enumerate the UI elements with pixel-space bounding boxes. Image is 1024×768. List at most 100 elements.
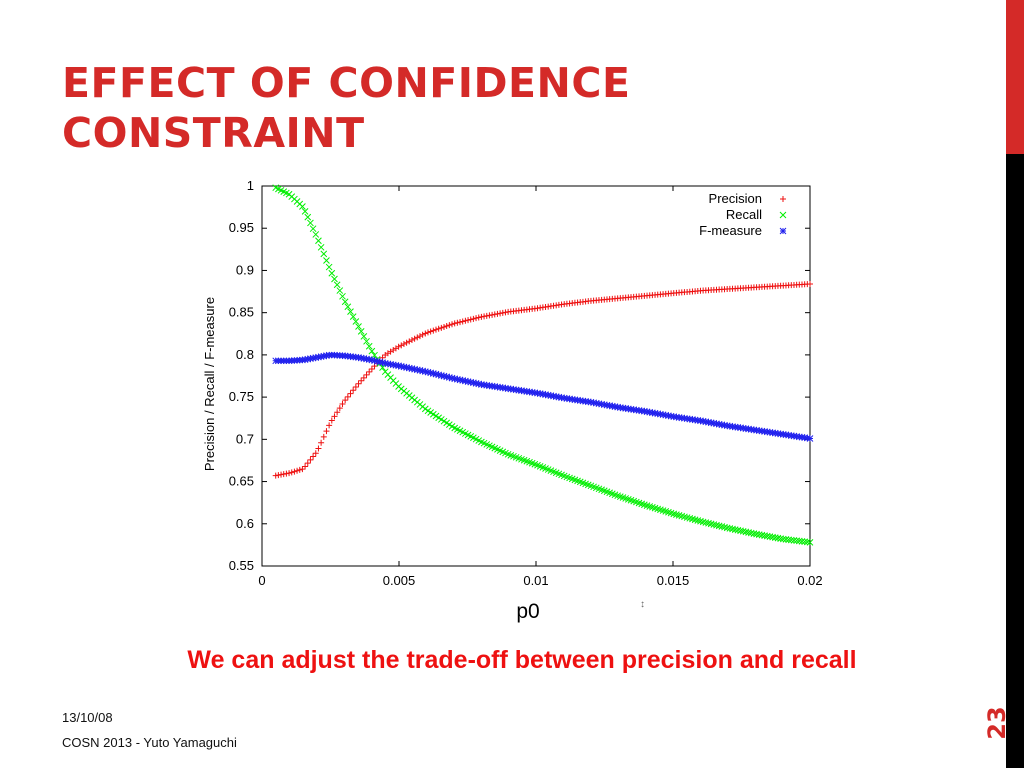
data-point-precision	[366, 368, 373, 375]
data-point-precision	[398, 342, 405, 349]
data-point-recall	[766, 533, 774, 540]
y-tick-label: 0.75	[229, 389, 254, 404]
series-f-measure	[272, 351, 814, 442]
side-accent-bar-red	[1006, 0, 1024, 154]
y-tick-label: 0.8	[236, 347, 254, 362]
data-point-precision	[296, 466, 303, 473]
data-point-precision	[414, 334, 421, 341]
data-point-precision	[355, 380, 362, 387]
data-point-precision	[403, 339, 410, 346]
data-point-recall	[333, 281, 341, 289]
data-point-recall	[755, 531, 763, 539]
page-number: 23	[983, 706, 1011, 740]
data-point-precision	[368, 365, 375, 372]
data-point-precision	[347, 390, 354, 397]
data-point-f-measure	[379, 359, 386, 367]
data-point-precision	[318, 439, 325, 446]
data-point-f-measure	[419, 367, 426, 375]
data-point-recall	[312, 231, 320, 238]
data-point-precision	[475, 314, 482, 321]
data-point-recall	[750, 530, 758, 537]
data-point-recall	[771, 534, 779, 541]
data-point-precision	[443, 323, 450, 330]
data-point-recall	[761, 532, 768, 539]
data-point-f-measure	[459, 377, 467, 384]
slide-caption: We can adjust the trade-off between prec…	[187, 646, 857, 674]
y-tick-label: 0.6	[236, 516, 254, 531]
data-point-recall	[793, 537, 800, 545]
data-point-recall	[806, 539, 814, 546]
data-point-recall	[325, 263, 333, 271]
data-point-precision	[288, 469, 295, 476]
data-point-recall	[371, 351, 378, 359]
data-point-precision	[432, 326, 439, 333]
legend-marker-recall	[779, 211, 787, 219]
data-point-f-measure	[408, 365, 416, 373]
cursor-icon: ↕	[640, 599, 645, 610]
data-point-f-measure	[467, 378, 475, 386]
series-precision	[272, 280, 813, 479]
data-point-recall	[745, 529, 752, 536]
data-point-precision	[406, 338, 413, 345]
data-point-f-measure	[454, 375, 461, 383]
data-point-precision	[323, 428, 330, 435]
data-point-f-measure	[403, 364, 410, 371]
y-axis-label: Precision / Recall / F-measure	[202, 297, 217, 471]
data-point-f-measure	[464, 378, 472, 385]
data-point-f-measure	[475, 380, 483, 388]
side-accent-bar-dark	[1006, 154, 1024, 768]
data-point-f-measure	[470, 379, 477, 387]
data-point-precision	[408, 337, 415, 344]
data-point-recall	[344, 303, 352, 311]
data-point-recall	[731, 526, 739, 533]
data-point-recall	[328, 269, 336, 277]
data-point-recall	[365, 342, 373, 350]
data-point-recall	[790, 537, 798, 544]
x-tick-label: 0.02	[797, 573, 822, 588]
footer-date: 13/10/08	[62, 710, 113, 725]
data-point-precision	[446, 322, 453, 329]
legend-label-f-measure: F-measure	[699, 223, 762, 238]
y-tick-label: 0.85	[229, 305, 254, 320]
data-point-f-measure	[376, 358, 384, 366]
data-point-recall	[347, 308, 354, 316]
data-point-f-measure	[443, 373, 451, 381]
data-point-precision	[310, 453, 317, 460]
data-point-precision	[457, 319, 464, 326]
slide-title: EFFECT OF CONFIDENCE CONSTRAINT	[62, 58, 962, 158]
y-tick-label: 0.55	[229, 558, 254, 573]
data-point-f-measure	[424, 368, 432, 376]
y-tick-label: 0.9	[236, 262, 254, 277]
slide-title-line-2: CONSTRAINT	[62, 109, 365, 157]
data-point-precision	[344, 393, 351, 400]
chart-axes: 0 0.005 0.01 0.015 0.02 0.55 0.6 0.65 0.7 0.75 0.8…	[229, 178, 823, 588]
data-point-recall	[737, 527, 744, 535]
data-point-f-measure	[432, 370, 440, 378]
data-point-precision	[307, 456, 314, 463]
data-point-recall	[331, 275, 338, 283]
data-point-recall	[349, 313, 357, 320]
data-point-recall	[753, 530, 760, 538]
data-point-recall	[360, 332, 368, 340]
series-recall	[272, 184, 814, 546]
data-point-precision	[331, 413, 338, 420]
data-point-precision	[312, 450, 319, 457]
data-point-precision	[395, 343, 402, 350]
data-point-f-measure	[445, 374, 453, 381]
data-point-recall	[774, 534, 782, 542]
data-point-f-measure	[413, 366, 421, 374]
data-point-f-measure	[405, 364, 413, 372]
data-point-recall	[726, 525, 734, 532]
data-point-f-measure	[427, 369, 435, 377]
data-point-f-measure	[448, 374, 456, 382]
data-point-precision	[315, 445, 322, 452]
x-tick-label: 0	[258, 573, 265, 588]
data-point-f-measure	[400, 363, 408, 371]
data-point-f-measure	[397, 363, 405, 370]
data-point-f-measure	[462, 377, 469, 385]
x-tick-label: 0.01	[523, 573, 548, 588]
data-point-recall	[357, 328, 365, 335]
data-point-precision	[336, 405, 343, 412]
data-point-precision	[363, 371, 370, 378]
